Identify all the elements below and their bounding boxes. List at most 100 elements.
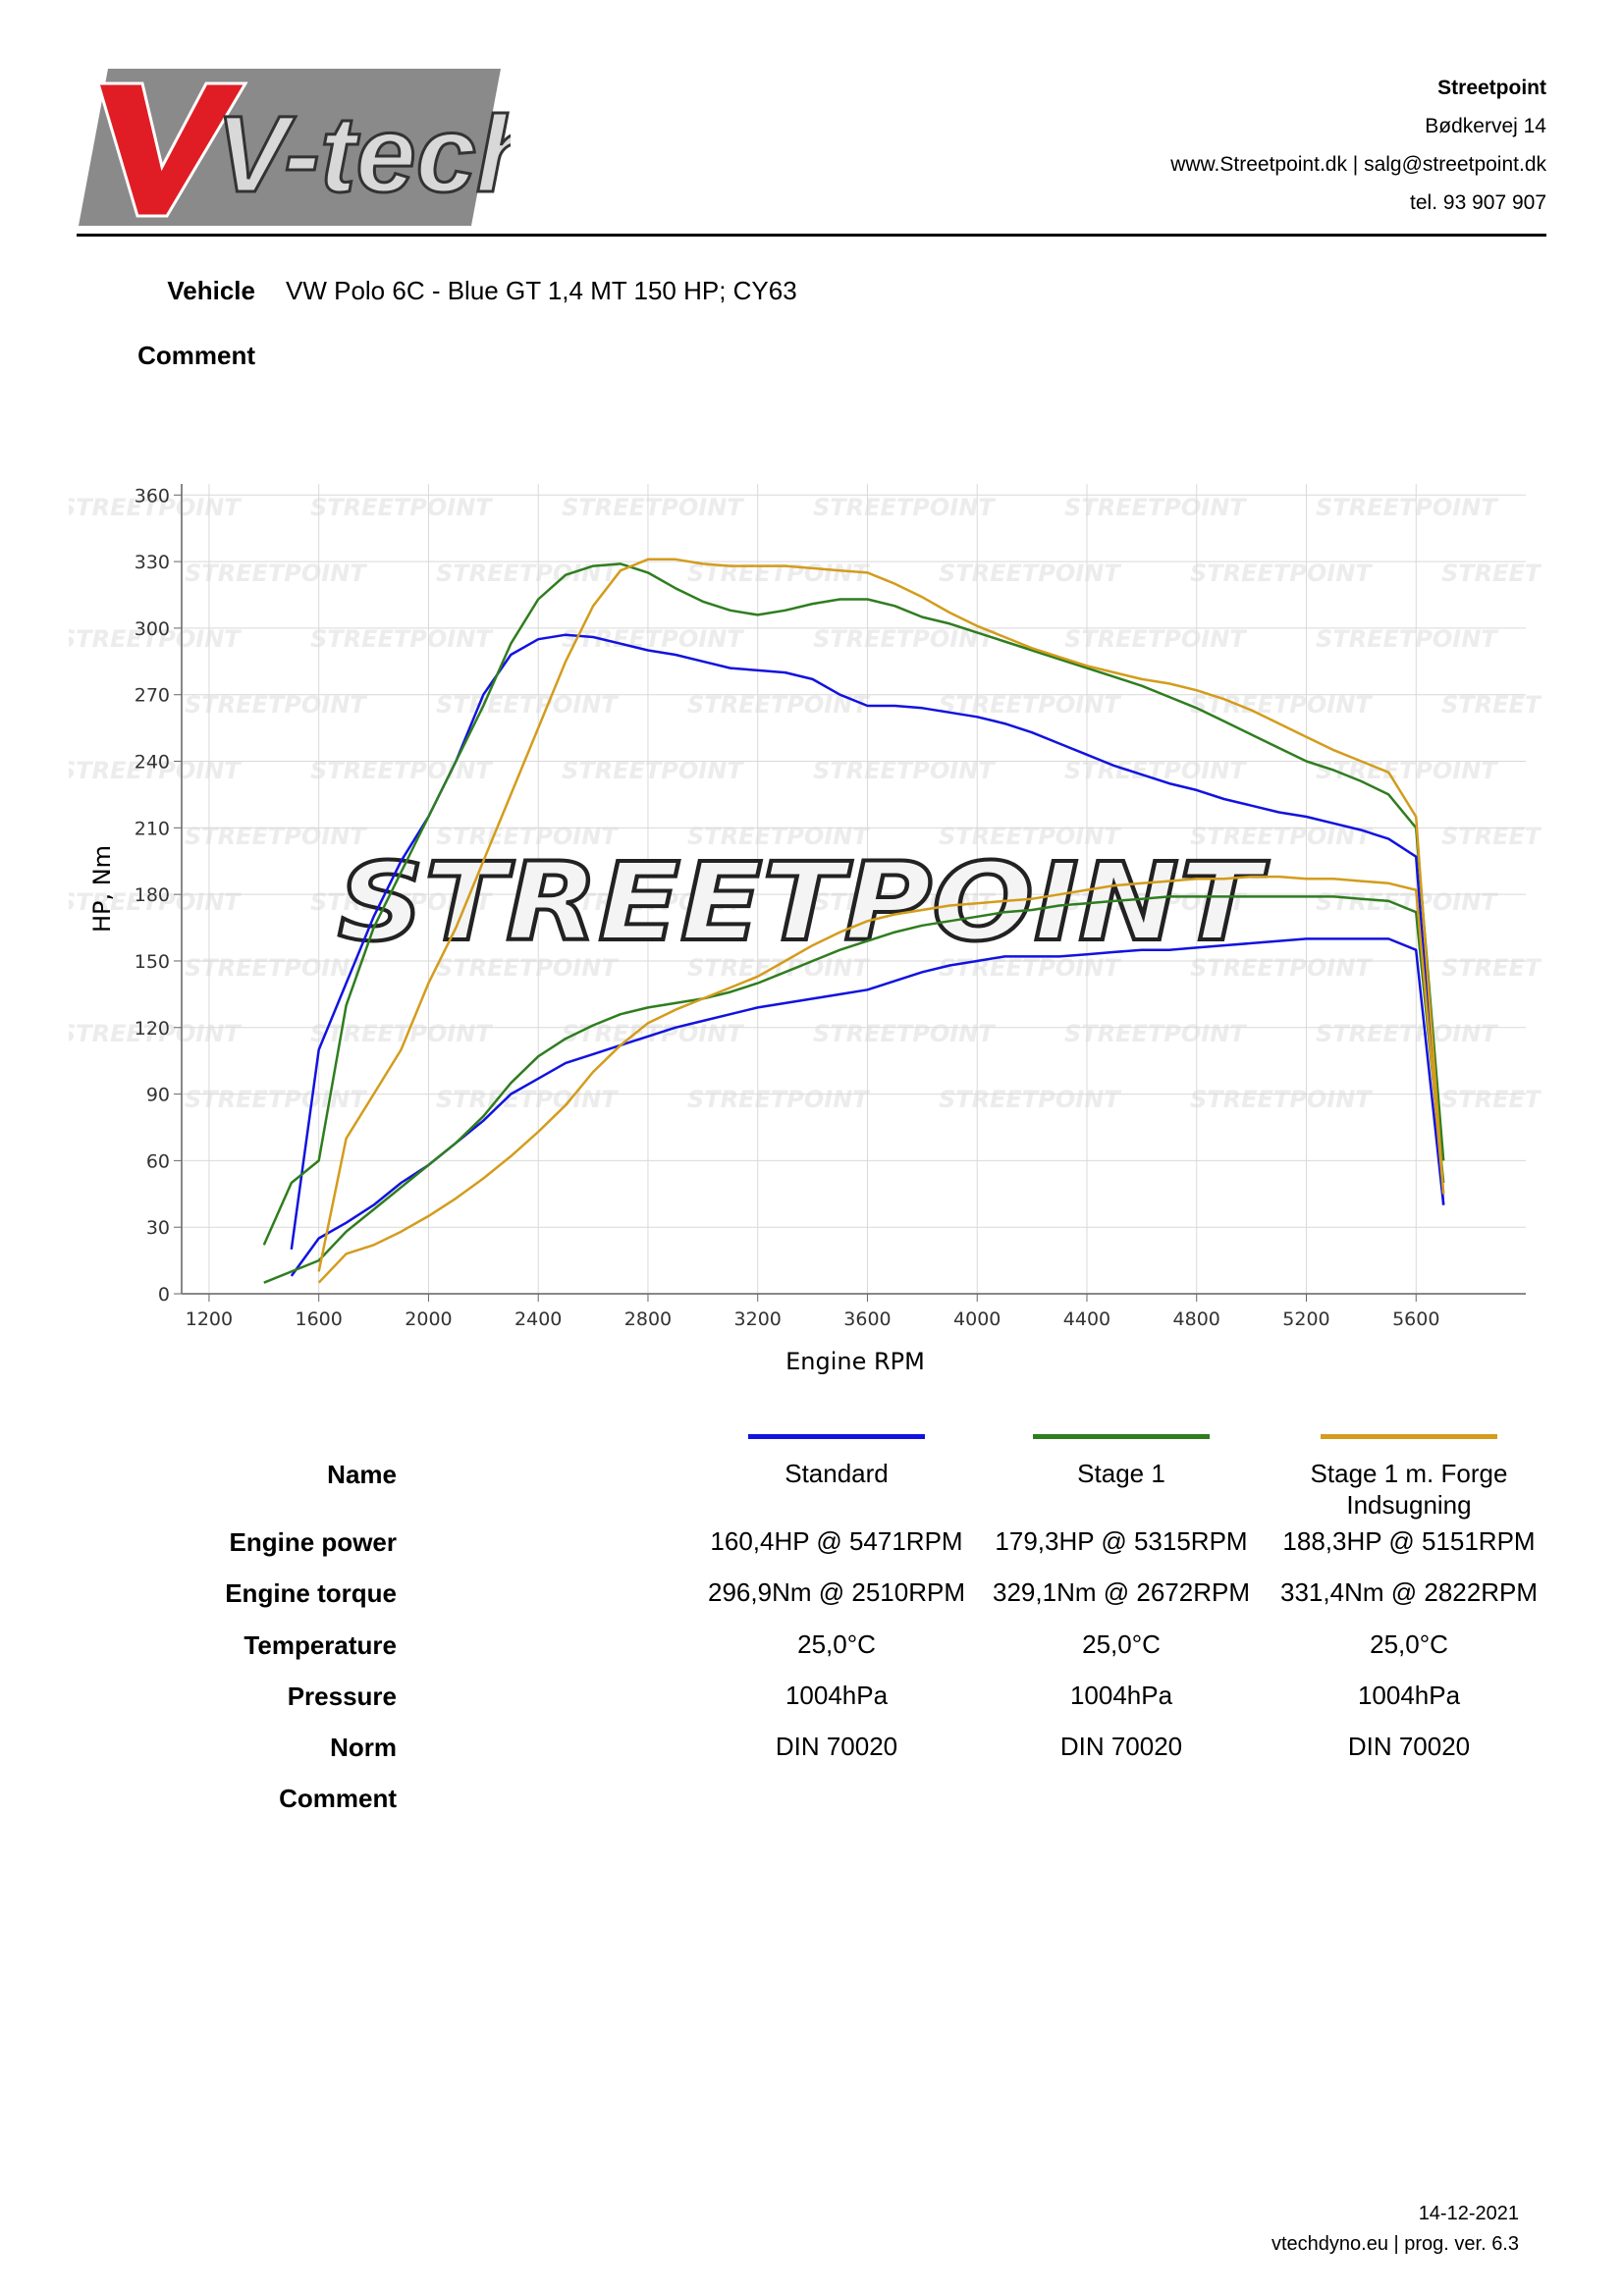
cell: 1004hPa (1357, 1681, 1461, 1710)
watermark-small: STREETPOINT (1441, 691, 1623, 719)
cell: DIN 70020 (775, 1732, 898, 1761)
x-tick-label: 4000 (953, 1308, 1001, 1330)
watermark-small: STREETPOINT (1190, 823, 1373, 850)
y-tick-label: 180 (135, 884, 170, 906)
watermark-small: STREETPOINT (1316, 1020, 1498, 1047)
chart: STREETPOINT STREETPOINT STREETPOINT STREETP… (59, 484, 1623, 1375)
cell: DIN 70020 (1347, 1732, 1471, 1761)
row-label: Norm (330, 1733, 397, 1762)
web: www.Streetpoint.dk | salg@streetpoint.dk (1170, 153, 1546, 176)
watermark-small: STREETPOINT (1567, 888, 1623, 916)
power-line (263, 895, 1445, 1284)
row-label: Name (327, 1460, 397, 1489)
logo: V-tech (79, 69, 511, 226)
watermark-small: STREETPOINT (1441, 823, 1623, 850)
watermark-small: STREETPOINT (59, 494, 242, 521)
watermark-small: STREETPOINT (59, 888, 242, 916)
watermark-small: STREETPOINT (436, 691, 619, 719)
watermark-small: STREETPOINT (813, 888, 996, 916)
watermark-small: STREETPOINT (1567, 494, 1623, 521)
watermark-small: STREETPOINT (185, 691, 367, 719)
cell: 296,9Nm @ 2510RPM (708, 1577, 965, 1607)
watermark-small: STREETPOINT (1441, 1086, 1623, 1113)
y-tick-label: 210 (135, 818, 170, 839)
watermark-small: STREETPOINT (59, 625, 242, 653)
program: vtechdyno.eu | prog. ver. 6.3 (1271, 2233, 1519, 2255)
company: Streetpoint (1437, 77, 1546, 99)
watermark-small: STREETPOINT (939, 560, 1121, 587)
cell: 160,4HP @ 5471RPM (710, 1526, 963, 1556)
cell: 25,0°C (1082, 1629, 1161, 1659)
vehicle-label: Vehicle (167, 276, 255, 305)
comment-label: Comment (137, 341, 255, 370)
x-tick-label: 5600 (1392, 1308, 1439, 1330)
watermark-small: STREETPOINT (1190, 1086, 1373, 1113)
x-tick-label: 4800 (1173, 1308, 1220, 1330)
row-label: Engine torque (225, 1578, 397, 1608)
y-tick-label: 270 (135, 685, 170, 707)
watermark-small: STREETPOINT (813, 1020, 996, 1047)
watermark-small: STREETPOINT (436, 560, 619, 587)
watermark-small: STREETPOINT (1064, 494, 1247, 521)
cell: 331,4Nm @ 2822RPM (1280, 1577, 1538, 1607)
y-axis-title: HP, Nm (88, 845, 116, 933)
watermarks: STREETPOINT STREETPOINT STREETPOINT STREETP… (59, 494, 1623, 1113)
watermark-small: STREETPOINT (1567, 1020, 1623, 1047)
watermark-small: STREETPOINT (1441, 954, 1623, 982)
watermark-small: STREETPOINT (562, 888, 744, 916)
cell: DIN 70020 (1059, 1732, 1183, 1761)
x-tick-label: 5200 (1282, 1308, 1329, 1330)
watermark-small: STREETPOINT (1190, 560, 1373, 587)
watermark-small: STREETPOINT (687, 823, 870, 850)
watermark-small: STREETPOINT (310, 494, 493, 521)
address: Bødkervej 14 (1425, 115, 1546, 137)
x-tick-label: 4400 (1063, 1308, 1110, 1330)
watermark-small: STREETPOINT (1064, 625, 1247, 653)
date: 14-12-2021 (1418, 2203, 1519, 2224)
logo-text: V-tech (216, 94, 511, 215)
row-label: Temperature (243, 1630, 397, 1660)
watermark-small: STREETPOINT (1316, 494, 1498, 521)
x-tick-label: 1600 (296, 1308, 343, 1330)
watermark-small: STREETPOINT (185, 954, 367, 982)
y-tick-label: 90 (146, 1085, 170, 1106)
x-tick-label: 2000 (405, 1308, 452, 1330)
watermark-small: STREETPOINT (562, 494, 744, 521)
y-tick-label: 360 (135, 485, 170, 507)
watermark-small: STREETPOINT (939, 823, 1121, 850)
header-rule (77, 234, 1546, 237)
watermark-small: STREETPOINT (1441, 560, 1623, 587)
watermark-small: STREETPOINT (687, 954, 870, 982)
y-tick-label: 240 (135, 752, 170, 774)
torque-line (317, 558, 1445, 1272)
watermark-small: STREETPOINT (310, 1020, 493, 1047)
torque-line (262, 562, 1445, 1246)
x-tick-label: 2400 (514, 1308, 562, 1330)
y-tick-label: 330 (135, 552, 170, 573)
cell: 188,3HP @ 5151RPM (1282, 1526, 1536, 1556)
cell: 1004hPa (784, 1681, 889, 1710)
watermark-small: STREETPOINT (436, 1086, 619, 1113)
watermark: STREETPOINT (338, 839, 1270, 965)
x-tick-label: 1200 (186, 1308, 233, 1330)
row-label: Engine power (229, 1527, 397, 1557)
power-line (290, 937, 1445, 1277)
watermark-small: STREETPOINT (185, 1086, 367, 1113)
torque-line (290, 633, 1445, 1250)
x-tick-label: 3600 (843, 1308, 891, 1330)
legend-line (1321, 1434, 1497, 1439)
phone: tel. 93 907 907 (1410, 191, 1546, 214)
cell: 179,3HP @ 5315RPM (995, 1526, 1248, 1556)
watermark-small: STREETPOINT (436, 823, 619, 850)
series-name: Stage 1 (1077, 1459, 1165, 1488)
watermark-small: STREETPOINT (1316, 625, 1498, 653)
watermark-small: STREETPOINT (687, 1086, 870, 1113)
watermark-small: STREETPOINT (1567, 757, 1623, 784)
watermark-small: STREETPOINT (1567, 625, 1623, 653)
y-tick-label: 60 (146, 1150, 170, 1172)
watermark-small: STREETPOINT (1316, 888, 1498, 916)
vehicle-value: VW Polo 6C - Blue GT 1,4 MT 150 HP; CY63 (286, 276, 797, 305)
x-tick-label: 3200 (734, 1308, 782, 1330)
y-tick-label: 30 (146, 1217, 170, 1239)
